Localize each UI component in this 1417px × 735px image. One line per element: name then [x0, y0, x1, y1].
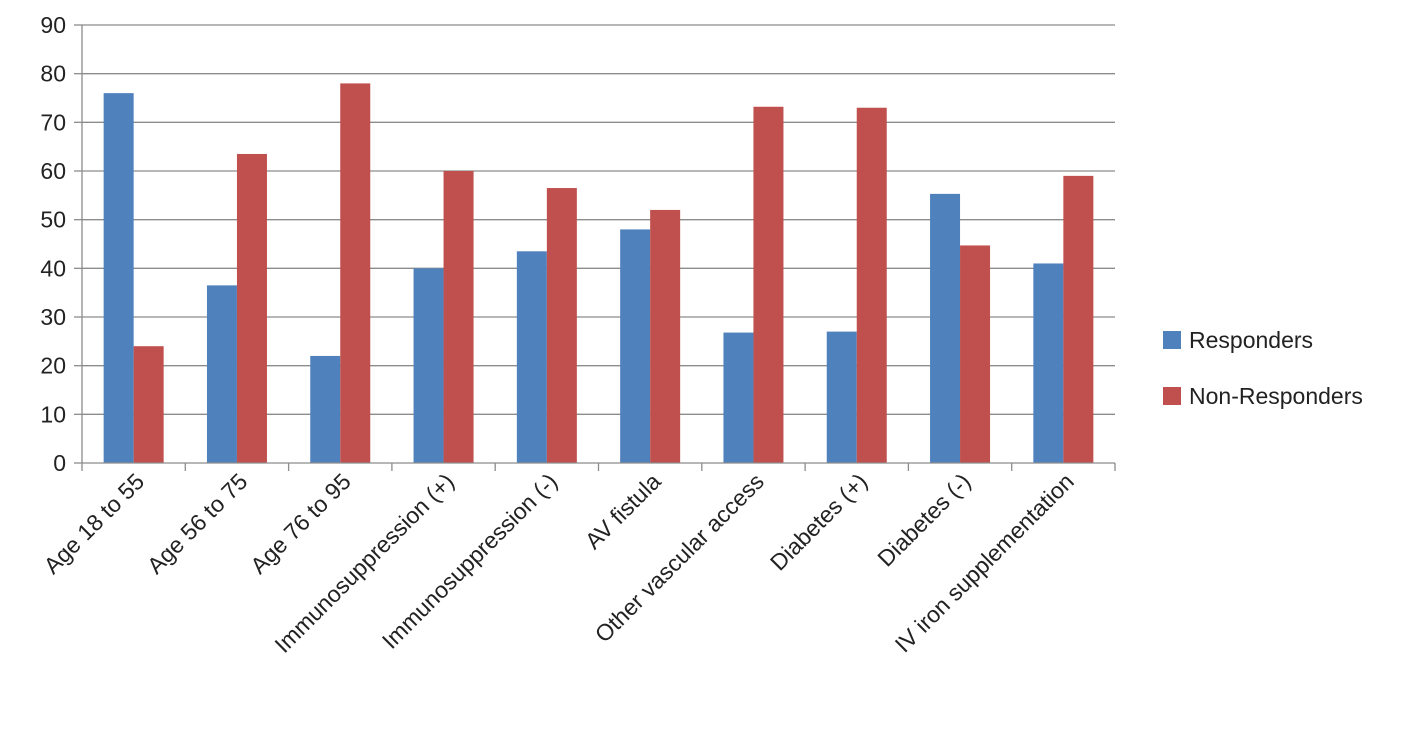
bar-non-responders-7 — [856, 107, 887, 463]
legend: Responders Non-Responders — [1163, 327, 1363, 409]
axes — [74, 24, 1116, 471]
y-tick-label: 0 — [53, 450, 66, 476]
y-tick-label: 50 — [40, 207, 66, 233]
x-category-label: Age 56 to 75 — [142, 468, 253, 579]
y-tick-label: 20 — [40, 353, 66, 379]
x-category-label: Diabetes (+) — [765, 468, 872, 575]
legend-label: Responders — [1189, 327, 1313, 353]
bar-responders-5 — [620, 229, 651, 463]
bar-non-responders-4 — [546, 188, 577, 464]
x-category-label: Other vascular access — [590, 468, 769, 647]
x-category-label: Age 18 to 55 — [39, 468, 150, 579]
y-tick-label: 30 — [40, 304, 66, 330]
y-tick-label: 70 — [40, 109, 66, 135]
bar-responders-0 — [103, 93, 134, 463]
x-category-label: IV iron supplementation — [890, 468, 1079, 657]
bars — [103, 83, 1094, 464]
bar-responders-8 — [930, 193, 961, 463]
bar-non-responders-5 — [650, 209, 681, 463]
bar-non-responders-0 — [133, 346, 164, 463]
y-tick-label: 40 — [40, 255, 66, 281]
bar-non-responders-8 — [960, 245, 991, 463]
x-category-label: Immunosuppression (+) — [269, 468, 459, 658]
bar-responders-2 — [310, 355, 341, 463]
x-category-label: AV fistula — [580, 468, 666, 554]
bar-non-responders-6 — [753, 106, 784, 463]
bar-responders-7 — [826, 331, 857, 463]
y-tick-label: 60 — [40, 158, 66, 184]
legend-swatch — [1163, 387, 1181, 405]
bar-non-responders-9 — [1063, 175, 1094, 463]
x-category-label: Diabetes (-) — [872, 468, 975, 571]
bar-responders-9 — [1033, 263, 1064, 463]
x-category-label: Immunosuppression (-) — [377, 468, 563, 654]
y-tick-label: 80 — [40, 61, 66, 87]
legend-label: Non-Responders — [1189, 383, 1363, 409]
x-category-label: Age 76 to 95 — [245, 468, 356, 579]
bar-non-responders-2 — [340, 83, 371, 464]
bar-non-responders-3 — [443, 171, 474, 463]
bar-responders-1 — [206, 285, 237, 463]
legend-swatch — [1163, 331, 1181, 349]
y-tick-label: 90 — [40, 12, 66, 38]
y-tick-label: 10 — [40, 401, 66, 427]
bar-responders-4 — [516, 251, 547, 463]
bar-non-responders-1 — [236, 153, 267, 463]
bar-responders-3 — [413, 268, 444, 463]
y-tick-labels: 0 10 20 30 40 50 60 70 80 90 — [40, 12, 66, 476]
bar-responders-6 — [723, 332, 754, 463]
